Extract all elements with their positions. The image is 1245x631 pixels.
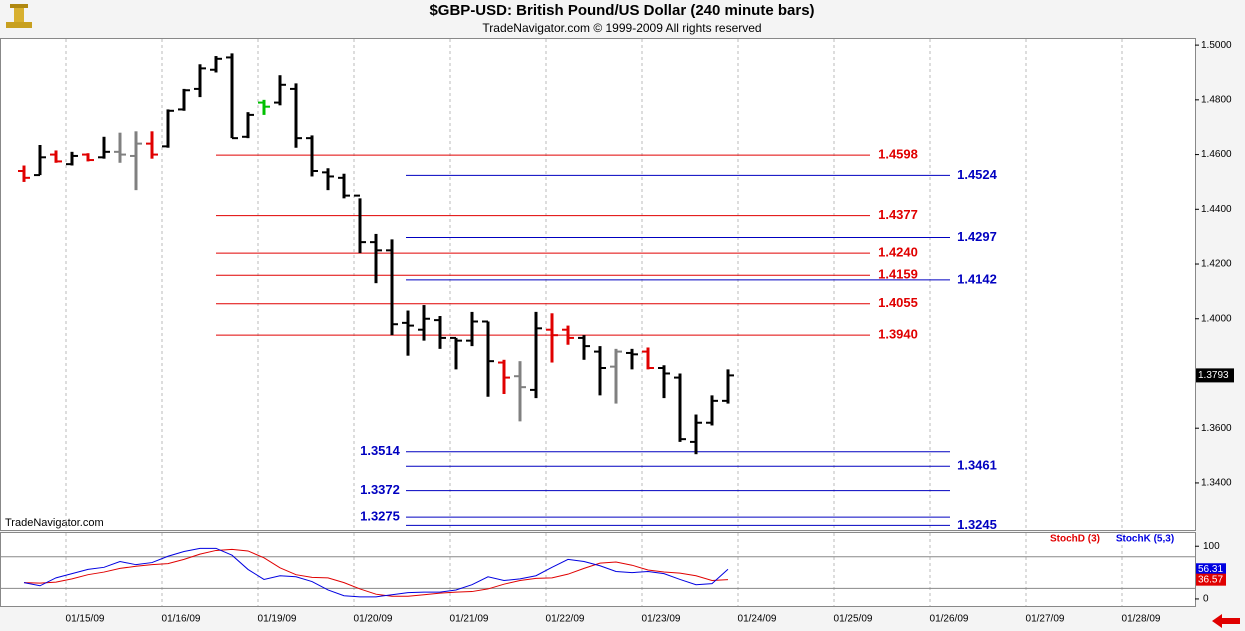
ohlc-bar	[146, 131, 158, 159]
watermark: TradeNavigator.com	[5, 517, 104, 529]
stoch-line	[23, 547, 729, 598]
ohlc-bar	[450, 336, 462, 370]
value-label: 36.57	[1198, 574, 1223, 585]
ohlc-bar	[130, 131, 142, 191]
chart-title: $GBP-USD: British Pound/US Dollar (240 m…	[429, 2, 814, 19]
ohlc-bar	[674, 373, 686, 442]
level-label: 1.3461	[957, 458, 997, 473]
ohlc-bar	[610, 348, 622, 404]
x-tick-label: 01/22/09	[546, 614, 585, 625]
stoch-panel	[0, 532, 1196, 607]
level-label: 1.4055	[878, 295, 918, 310]
value-box	[1196, 563, 1226, 576]
ohlc-bar	[706, 395, 718, 426]
ohlc-bar	[98, 136, 110, 159]
level-label: 1.4377	[878, 207, 918, 222]
ohlc-bar	[306, 135, 318, 177]
ohlc-bar	[642, 347, 654, 370]
ohlc-bar	[386, 239, 398, 336]
ohlc-bar	[434, 316, 446, 349]
stoch-line	[23, 548, 729, 597]
ohlc-bar	[482, 320, 494, 397]
x-tick-label: 01/26/09	[930, 614, 969, 625]
x-tick-label: 01/15/09	[66, 614, 105, 625]
last-price-label: 1.3793	[1198, 370, 1229, 381]
x-tick-label: 01/28/09	[1122, 614, 1161, 625]
ohlc-bar	[82, 153, 94, 162]
level-label: 1.4524	[957, 167, 998, 182]
ohlc-bar	[210, 56, 222, 73]
x-tick-label: 01/16/09	[162, 614, 201, 625]
ohlc-bar	[274, 75, 286, 106]
legend-entry: StochK (5,3)	[1116, 534, 1174, 545]
ohlc-bar	[114, 132, 126, 163]
x-tick-label: 01/21/09	[450, 614, 489, 625]
ohlc-bar	[34, 144, 46, 177]
y-tick-label: 0	[1203, 594, 1209, 605]
ohlc-bar	[498, 359, 510, 395]
level-label: 1.4297	[957, 229, 997, 244]
y-tick-label: 1.4000	[1201, 313, 1232, 324]
ohlc-bar	[690, 414, 702, 455]
scroll-arrow[interactable]	[1212, 614, 1240, 628]
ohlc-bar	[594, 346, 606, 396]
y-tick-label: 1.4600	[1201, 149, 1232, 160]
ohlc-bar	[322, 168, 334, 191]
ohlc-bar	[50, 150, 62, 163]
y-tick-label: 1.3600	[1201, 423, 1232, 434]
ohlc-bar	[226, 53, 238, 140]
y-tick-label: 1.4200	[1201, 259, 1232, 270]
ohlc-bar	[258, 99, 270, 115]
level-label: 1.3275	[360, 509, 400, 524]
ohlc-bar	[578, 335, 590, 360]
ohlc-bar	[658, 365, 670, 399]
ohlc-bar	[546, 313, 558, 363]
ohlc-bar	[722, 369, 734, 404]
y-tick-label: 1.5000	[1201, 40, 1232, 51]
last-price-box	[1196, 368, 1234, 383]
ohlc-bar	[178, 88, 190, 111]
ohlc-bar	[194, 64, 206, 98]
ohlc-bar	[626, 348, 638, 370]
x-tick-label: 01/24/09	[738, 614, 777, 625]
ohlc-bar	[338, 173, 350, 199]
y-tick-label: 100	[1203, 541, 1220, 552]
ohlc-bar	[562, 325, 574, 345]
ohlc-bar	[530, 311, 542, 399]
chart-subtitle: TradeNavigator.com © 1999-2009 All right…	[482, 21, 761, 35]
level-label: 1.3372	[360, 482, 400, 497]
y-tick-label: 1.4800	[1201, 94, 1232, 105]
ohlc-bar	[290, 83, 302, 148]
ohlc-bar	[242, 112, 254, 139]
ohlc-bar	[418, 305, 430, 341]
level-label: 1.4142	[957, 271, 997, 286]
ohlc-bar	[514, 361, 526, 422]
logo	[6, 4, 32, 28]
level-label: 1.3940	[878, 327, 918, 342]
level-label: 1.3514	[360, 443, 401, 458]
ohlc-bar	[18, 165, 30, 182]
level-label: 1.4159	[878, 267, 918, 282]
ohlc-bar	[466, 311, 478, 347]
ohlc-bar	[370, 233, 382, 284]
value-box	[1196, 573, 1226, 586]
x-tick-label: 01/27/09	[1026, 614, 1065, 625]
x-tick-label: 01/23/09	[642, 614, 681, 625]
y-tick-label: 1.4400	[1201, 204, 1232, 215]
ohlc-bar	[66, 151, 78, 166]
value-label: 56.31	[1198, 564, 1223, 575]
x-tick-label: 01/20/09	[354, 614, 393, 625]
level-label: 1.4240	[878, 245, 918, 260]
x-tick-label: 01/25/09	[834, 614, 873, 625]
x-tick-label: 01/19/09	[258, 614, 297, 625]
ohlc-bar	[354, 194, 366, 254]
ohlc-bar	[162, 109, 174, 148]
level-label: 1.4598	[878, 147, 918, 162]
level-label: 1.3245	[957, 517, 997, 532]
price-panel	[0, 38, 1196, 531]
y-tick-label: 1.3400	[1201, 478, 1232, 489]
ohlc-bar	[402, 310, 414, 356]
legend-entry: StochD (3)	[1050, 534, 1100, 545]
